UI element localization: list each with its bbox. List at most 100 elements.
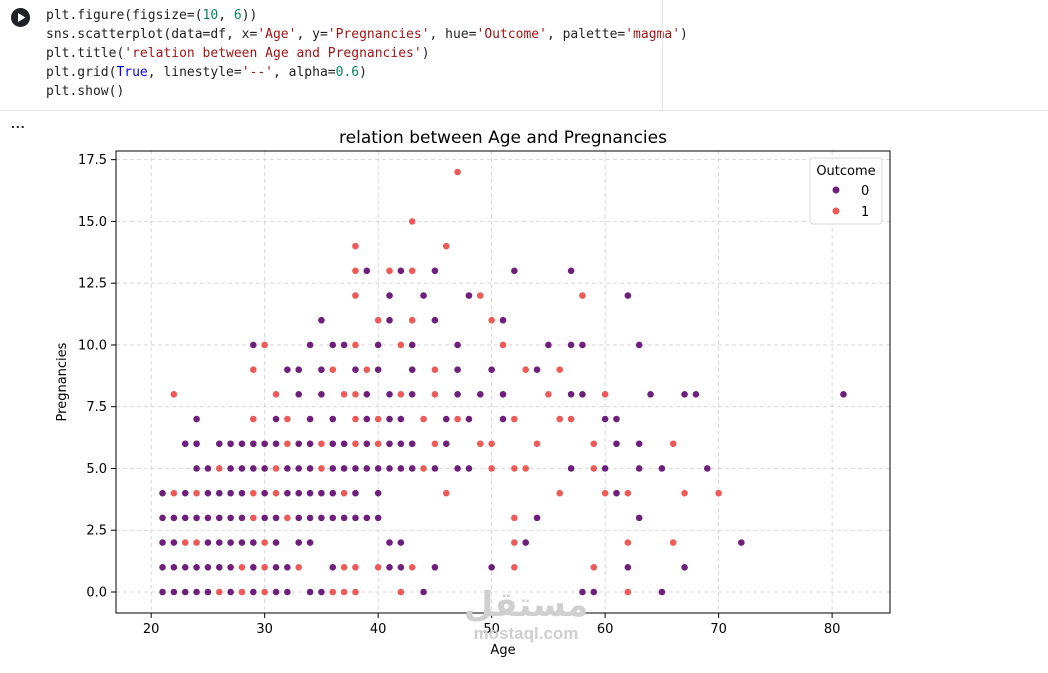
scatter-point-outcome-0 — [385, 464, 394, 473]
scatter-point-outcome-1 — [351, 390, 360, 399]
legend-label-0: 0 — [861, 184, 869, 199]
scatter-point-outcome-0 — [521, 538, 530, 547]
code-editor[interactable]: plt.figure(figsize=(10, 6)) sns.scatterpl… — [46, 6, 688, 101]
scatter-point-outcome-0 — [215, 538, 224, 547]
scatter-point-outcome-1 — [544, 390, 553, 399]
scatter-point-outcome-0 — [249, 538, 258, 547]
scatter-point-outcome-1 — [555, 365, 564, 374]
scatter-point-outcome-1 — [555, 415, 564, 423]
scatter-point-outcome-0 — [408, 439, 417, 448]
output-menu-button[interactable]: ... — [11, 115, 26, 131]
scatter-point-outcome-0 — [465, 464, 473, 473]
scatter-point-outcome-0 — [192, 513, 201, 522]
scatter-point-outcome-0 — [192, 563, 201, 572]
scatter-point-outcome-0 — [362, 439, 371, 448]
scatter-point-outcome-0 — [396, 538, 405, 547]
scatter-point-outcome-1 — [408, 266, 417, 275]
scatter-point-outcome-0 — [657, 588, 666, 596]
code-token: plt.figure(figsize=( — [46, 8, 203, 23]
scatter-point-outcome-1 — [340, 390, 349, 399]
scatter-point-outcome-0 — [578, 390, 587, 399]
code-token: , y= — [296, 27, 328, 42]
run-cell-button[interactable] — [11, 8, 30, 27]
scatter-point-outcome-1 — [669, 538, 678, 547]
scatter-point-outcome-0 — [272, 538, 280, 547]
scatter-point-outcome-0 — [260, 439, 269, 448]
scatter-point-outcome-1 — [578, 291, 587, 300]
scatter-point-outcome-0 — [351, 489, 360, 498]
code-token: 'relation between Age and Pregnancies' — [124, 46, 422, 61]
code-token: , linestyle= — [147, 65, 242, 80]
scatter-point-outcome-0 — [328, 464, 337, 473]
scatter-point-outcome-1 — [340, 588, 349, 596]
scatter-point-outcome-1 — [294, 563, 303, 572]
scatter-point-outcome-0 — [374, 341, 383, 349]
scatter-point-outcome-0 — [283, 464, 292, 473]
scatter-point-outcome-0 — [328, 513, 337, 522]
code-token: 'Age' — [257, 27, 297, 42]
scatter-point-outcome-0 — [612, 489, 621, 498]
scatter-point-outcome-0 — [226, 439, 235, 448]
scatter-point-outcome-0 — [249, 439, 258, 448]
scatter-point-outcome-1 — [283, 513, 292, 522]
scatter-point-outcome-0 — [533, 365, 541, 374]
x-axis-label: Age — [490, 643, 515, 658]
scatter-point-outcome-0 — [226, 538, 235, 547]
scatter-point-outcome-0 — [260, 513, 269, 522]
scatter-point-outcome-0 — [306, 415, 314, 423]
scatter-point-outcome-0 — [487, 563, 496, 572]
code-token: 'Outcome' — [476, 27, 547, 42]
scatter-point-outcome-0 — [362, 513, 371, 522]
scatter-point-outcome-1 — [169, 489, 178, 498]
code-line: plt.figure(figsize=(10, 6)) — [46, 6, 688, 25]
code-token: 6 — [233, 8, 242, 23]
scatter-point-outcome-0 — [419, 291, 428, 300]
scatter-point-outcome-0 — [340, 341, 349, 349]
scatter-point-outcome-0 — [260, 464, 269, 473]
scatter-point-outcome-0 — [578, 341, 587, 349]
scatter-point-outcome-0 — [306, 588, 314, 596]
scatter-point-outcome-0 — [385, 390, 394, 399]
scatter-point-outcome-0 — [226, 464, 235, 473]
scatter-point-outcome-0 — [374, 464, 383, 473]
scatter-point-outcome-0 — [533, 513, 541, 522]
x-tick-label: 20 — [143, 622, 160, 637]
scatter-point-outcome-0 — [181, 588, 190, 596]
scatter-point-outcome-0 — [499, 390, 507, 399]
scatter-point-outcome-0 — [169, 538, 178, 547]
scatter-point-outcome-0 — [238, 439, 246, 448]
scatter-point-outcome-1 — [453, 168, 462, 176]
scatter-point-outcome-0 — [362, 266, 371, 275]
scatter-point-outcome-1 — [351, 341, 360, 349]
scatter-point-outcome-1 — [589, 439, 598, 448]
scatter-point-outcome-0 — [408, 390, 417, 399]
scatter-point-outcome-0 — [181, 489, 190, 498]
y-tick-label: 5.0 — [86, 462, 107, 477]
scatter-point-outcome-0 — [204, 464, 212, 473]
scatter-point-outcome-1 — [374, 439, 383, 448]
scatter-point-outcome-1 — [260, 563, 269, 572]
scatter-point-outcome-0 — [204, 563, 212, 572]
y-tick-label: 10.0 — [78, 338, 107, 353]
code-token: 'magma' — [625, 27, 681, 42]
scatter-point-outcome-0 — [169, 563, 178, 572]
scatter-point-outcome-1 — [192, 538, 201, 547]
scatter-point-outcome-1 — [374, 316, 383, 325]
scatter-point-outcome-1 — [589, 464, 598, 473]
scatter-point-outcome-0 — [385, 563, 394, 572]
code-token: plt.grid( — [46, 65, 117, 80]
scatter-chart: 20 30 40 50 60 70 80 0.0 2.5 5.0 7.5 10.0 12.5 15.0 17… — [55, 128, 891, 658]
scatter-point-outcome-0 — [260, 489, 269, 498]
scatter-point-outcome-0 — [340, 513, 349, 522]
scatter-point-outcome-1 — [487, 439, 496, 448]
scatter-point-outcome-0 — [635, 464, 644, 473]
code-cell[interactable]: plt.figure(figsize=(10, 6)) sns.scatterpl… — [0, 0, 1048, 111]
x-tick-label: 30 — [256, 622, 273, 637]
scatter-point-outcome-0 — [385, 316, 394, 325]
scatter-point-outcome-0 — [657, 464, 666, 473]
y-tick-label: 2.5 — [86, 524, 107, 539]
scatter-point-outcome-0 — [612, 439, 621, 448]
scatter-point-outcome-0 — [317, 588, 326, 596]
scatter-point-outcome-0 — [578, 588, 587, 596]
scatter-point-outcome-0 — [317, 390, 326, 399]
